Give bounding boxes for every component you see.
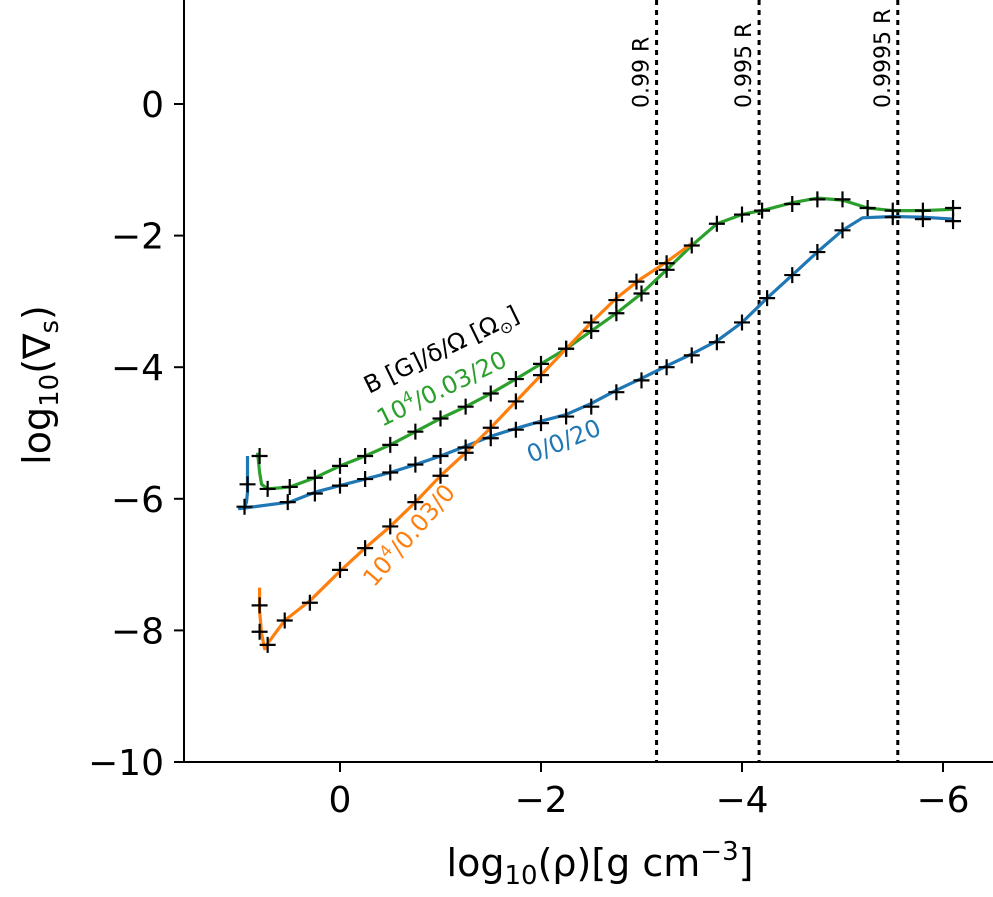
data-marker — [533, 415, 549, 432]
data-marker — [281, 478, 298, 495]
series-line-2 — [258, 242, 693, 651]
data-marker — [914, 202, 931, 219]
series-line-0 — [237, 214, 954, 511]
vertical-line-label-1: 0.995 R — [732, 23, 757, 108]
data-marker — [834, 222, 851, 239]
data-marker — [583, 314, 600, 331]
x-tick-label: −4 — [715, 780, 768, 821]
data-marker — [558, 408, 575, 425]
data-marker — [259, 636, 276, 653]
data-marker — [683, 237, 700, 254]
data-marker — [239, 476, 256, 493]
data-marker — [382, 436, 399, 453]
data-marker — [357, 448, 374, 465]
data-marker — [306, 469, 323, 486]
data-marker — [734, 314, 750, 331]
data-marker — [809, 191, 826, 208]
data-marker — [432, 467, 449, 484]
data-marker — [759, 290, 776, 307]
data-marker — [457, 398, 474, 415]
data-marker — [628, 273, 645, 290]
y-tick-label: −6 — [111, 480, 164, 521]
data-marker — [301, 594, 318, 611]
y-tick-label: 0 — [141, 85, 164, 126]
vertical-reference-lines: 0.99 R 0.995 R 0.9995 R — [630, 0, 900, 762]
data-marker — [251, 623, 268, 640]
data-marker — [332, 561, 348, 578]
data-markers — [236, 191, 962, 653]
data-marker — [457, 444, 474, 461]
data-marker — [357, 471, 374, 488]
data-marker — [382, 464, 399, 481]
data-marker — [407, 423, 424, 440]
data-marker — [708, 334, 725, 351]
x-tick-label: −2 — [514, 780, 567, 821]
data-marker — [259, 480, 276, 497]
data-marker — [633, 285, 650, 302]
data-marker — [809, 244, 826, 261]
series-label-orange: 104/0.03/0 — [355, 477, 461, 592]
data-marker — [251, 448, 268, 465]
data-marker — [432, 410, 449, 427]
y-axis-label: log10(∇s) — [15, 305, 65, 465]
data-marker — [276, 612, 293, 629]
data-marker — [633, 372, 650, 389]
data-marker — [708, 215, 725, 232]
y-tick-label: −10 — [88, 743, 164, 784]
data-marker — [834, 191, 851, 208]
y-tick-label: −4 — [111, 348, 164, 389]
x-tick-label: 0 — [329, 780, 352, 821]
data-marker — [658, 255, 675, 272]
vertical-line-label-0: 0.99 R — [630, 37, 655, 108]
data-marker — [482, 419, 499, 436]
data-marker — [407, 456, 424, 473]
data-marker — [784, 196, 801, 213]
x-axis-label: log10(ρ)[g cm−3] — [447, 837, 754, 891]
data-marker — [754, 202, 771, 219]
data-marker — [507, 421, 524, 438]
data-marker — [884, 202, 901, 219]
data-marker — [407, 494, 424, 511]
tick-labels: 0 −2 −4 −6 0 −2 −4 −6 −8 −10 — [88, 85, 970, 821]
y-tick-label: −8 — [111, 611, 164, 652]
data-marker — [507, 393, 524, 410]
series-line-1 — [256, 196, 954, 491]
data-marker — [236, 498, 253, 515]
axes — [183, 0, 993, 763]
data-marker — [306, 485, 323, 502]
data-marker — [482, 385, 499, 402]
data-marker — [683, 347, 700, 364]
data-marker — [608, 384, 625, 401]
data-marker — [859, 199, 876, 216]
data-marker — [279, 494, 296, 511]
data-marker — [558, 340, 575, 357]
data-marker — [357, 540, 374, 557]
data-marker — [332, 457, 348, 474]
data-marker — [945, 199, 962, 216]
data-marker — [608, 292, 625, 309]
data-marker — [507, 371, 524, 388]
y-tick-label: −2 — [111, 217, 164, 258]
data-marker — [382, 518, 399, 535]
data-marker — [533, 367, 549, 384]
data-marker — [432, 448, 449, 465]
data-marker — [734, 206, 750, 223]
vertical-line-label-2: 0.9995 R — [871, 9, 896, 108]
data-marker — [332, 477, 348, 494]
x-tick-label: −6 — [916, 780, 969, 821]
series-labels: B [G]/δ/Ω [Ω⊙] 104/0.03/20 0/0/20 104/0.… — [355, 300, 604, 592]
data-marker — [251, 597, 268, 614]
data-marker — [583, 398, 600, 415]
data-marker — [658, 359, 675, 376]
data-marker — [784, 267, 801, 284]
